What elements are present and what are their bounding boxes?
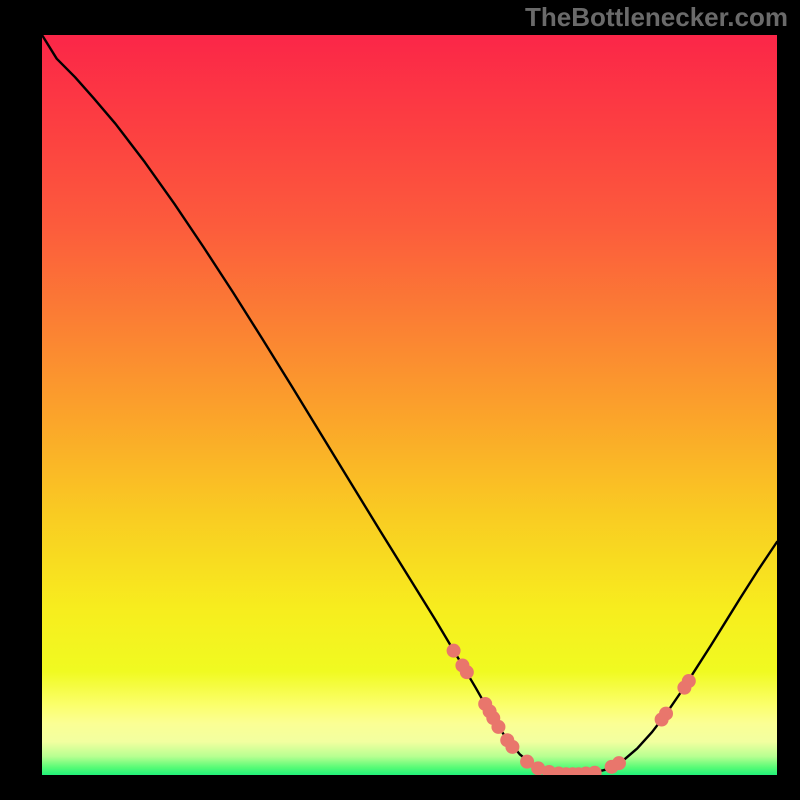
data-marker (682, 674, 696, 688)
data-marker (612, 756, 626, 770)
bottleneck-chart (42, 35, 777, 775)
watermark-label: TheBottlenecker.com (525, 2, 788, 33)
chart-background (42, 35, 777, 775)
data-marker (447, 644, 461, 658)
data-marker (505, 740, 519, 754)
data-marker (460, 665, 474, 679)
data-marker (659, 707, 673, 721)
data-marker (491, 720, 505, 734)
